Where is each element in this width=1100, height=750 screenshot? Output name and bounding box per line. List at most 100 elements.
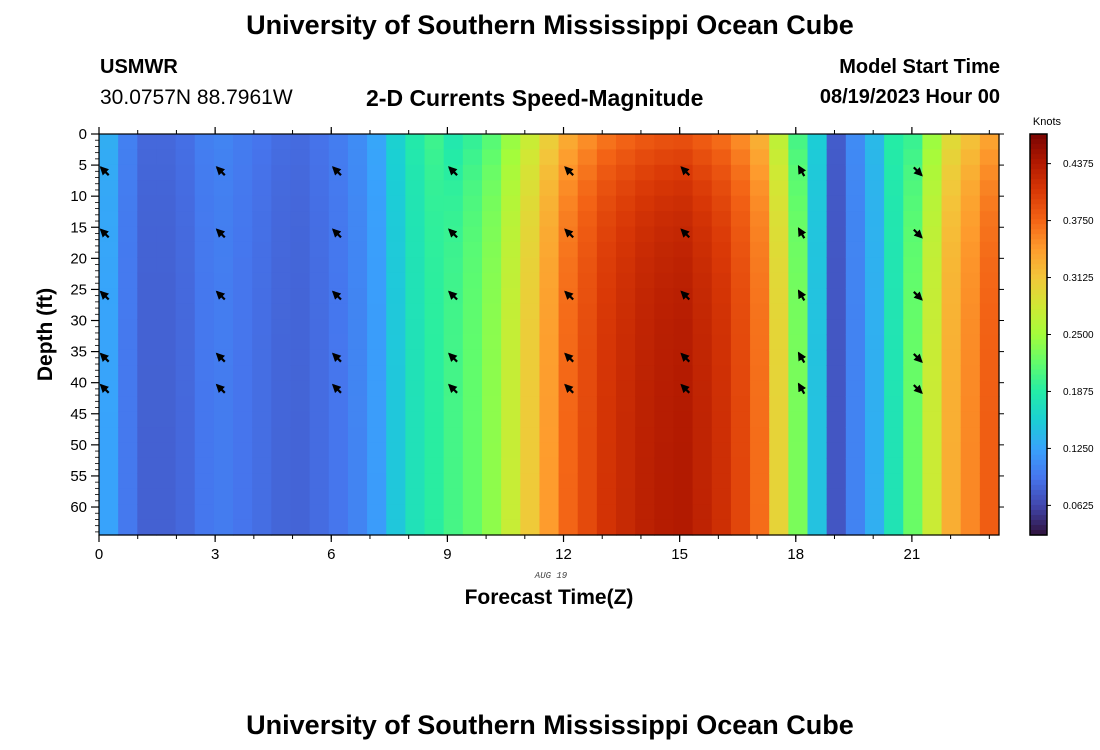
heatmap-cell (635, 288, 655, 305)
heatmap-cell (826, 164, 847, 181)
heatmap-cell (750, 365, 770, 382)
heatmap-cell (501, 457, 521, 474)
heatmap-cell (750, 396, 770, 413)
heatmap-cell (730, 504, 751, 521)
heatmap-cell (922, 334, 943, 351)
colorbar-swatch (1030, 369, 1047, 376)
heatmap-cell (884, 149, 904, 166)
heatmap-cell (941, 195, 962, 212)
heatmap-cell (443, 180, 464, 197)
heatmap-cell (347, 504, 368, 521)
heatmap-cell (328, 427, 349, 444)
heatmap-cell (826, 380, 847, 397)
heatmap-cell (692, 519, 713, 536)
heatmap-cell (673, 457, 694, 474)
heatmap-cell (979, 272, 1000, 289)
colorbar-swatch (1030, 279, 1047, 285)
heatmap-cell (845, 411, 866, 428)
heatmap-cell (271, 334, 292, 351)
colorbar-tick-label: 0.3125 (1063, 273, 1094, 284)
heatmap-cell (520, 134, 541, 151)
colorbar-swatch (1030, 294, 1047, 301)
heatmap-cell (730, 319, 751, 336)
heatmap-cell (979, 504, 1000, 521)
heatmap-cell (922, 149, 943, 166)
heatmap-cell (922, 195, 943, 212)
heatmap-cell (367, 288, 387, 305)
heatmap-cell (616, 195, 636, 212)
heatmap-cell (194, 349, 215, 366)
heatmap-cell (979, 149, 1000, 166)
heatmap-cell (864, 442, 885, 459)
heatmap-cell (233, 226, 253, 243)
heatmap-cell (271, 211, 292, 228)
heatmap-cell (347, 380, 368, 397)
heatmap-cell (979, 334, 1000, 351)
heatmap-cell (577, 519, 598, 536)
heatmap-cell (501, 365, 521, 382)
colorbar-swatch (1030, 459, 1047, 466)
heatmap-cell (558, 365, 579, 382)
colorbar-swatch (1030, 164, 1047, 170)
heatmap-cell (194, 180, 215, 197)
heatmap-cell (347, 149, 368, 166)
heatmap-cell (960, 365, 981, 382)
heatmap-cell (271, 241, 292, 258)
colorbar-swatch (1030, 194, 1047, 200)
heatmap-cell (156, 519, 177, 536)
heatmap-cell (730, 164, 751, 181)
heatmap-cell (558, 164, 579, 181)
heatmap-cell (922, 272, 943, 289)
heatmap-cell (252, 241, 272, 258)
current-arrow (564, 383, 574, 394)
heatmap-cell (979, 288, 1000, 305)
heatmap-cell (156, 442, 177, 459)
colorbar-swatch (1030, 259, 1047, 265)
heatmap-cell (558, 488, 579, 505)
heatmap-cell (213, 226, 234, 243)
heatmap-cell (635, 241, 655, 258)
heatmap-cell (730, 380, 751, 397)
heatmap-cell (884, 272, 904, 289)
heatmap-cell (922, 488, 943, 505)
heatmap-cell (788, 365, 809, 382)
heatmap-cell (960, 303, 981, 320)
heatmap-cell (481, 195, 502, 212)
heatmap-cell (654, 288, 675, 305)
heatmap-cell (845, 195, 866, 212)
heatmap-cell (826, 411, 847, 428)
colorbar-swatch (1030, 529, 1047, 536)
heatmap-cell (864, 149, 885, 166)
heatmap-cell (539, 134, 560, 151)
heatmap-cell (903, 473, 924, 490)
heatmap-cell (673, 211, 694, 228)
heatmap-cell (711, 519, 732, 536)
heatmap-cell (501, 226, 521, 243)
heatmap-cell (960, 349, 981, 366)
heatmap-cell (539, 349, 560, 366)
heatmap-cell (194, 288, 215, 305)
heatmap-cell (922, 365, 943, 382)
heatmap-cell (309, 411, 330, 428)
heatmap-cell (845, 272, 866, 289)
heatmap-cell (175, 457, 196, 474)
heatmap-cell (864, 488, 885, 505)
heatmap-cell (807, 427, 828, 444)
heatmap-cell (845, 288, 866, 305)
heatmap-cell (271, 442, 292, 459)
heatmap-cell (99, 504, 119, 521)
heatmap-cell (290, 334, 311, 351)
heatmap-cell (118, 457, 138, 474)
heatmap-cell (673, 288, 694, 305)
heatmap-cell (213, 241, 234, 258)
heatmap-cell (271, 365, 292, 382)
heatmap-cell (769, 380, 789, 397)
model-start-label: Model Start Time (839, 56, 1000, 78)
heatmap-cell (654, 519, 675, 536)
heatmap-cell (367, 349, 387, 366)
heatmap-cell (194, 257, 215, 274)
heatmap-cell (673, 411, 694, 428)
heatmap-cell (405, 365, 426, 382)
colorbar-swatch (1030, 169, 1047, 175)
heatmap-cell (405, 349, 426, 366)
